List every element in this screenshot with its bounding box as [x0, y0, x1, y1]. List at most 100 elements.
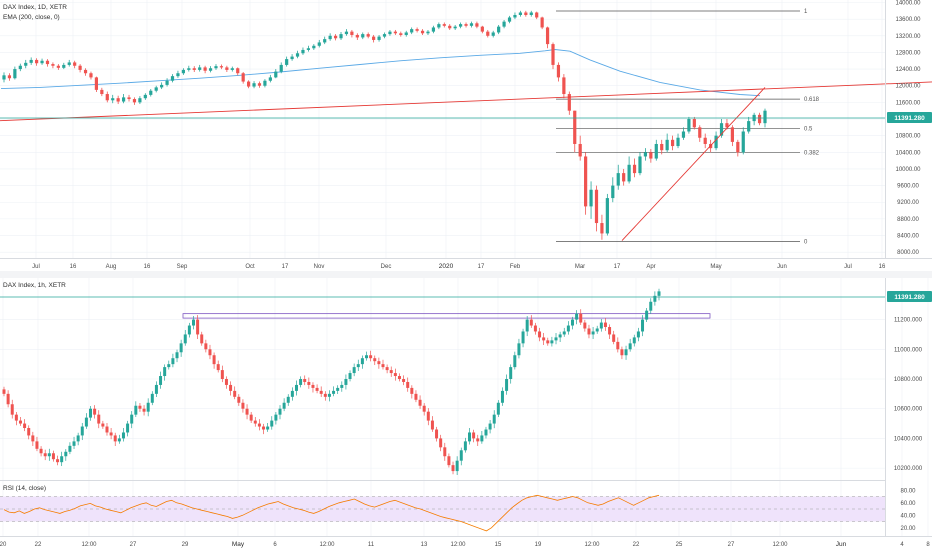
hourly-candle-body	[476, 438, 480, 442]
hourly-candle-body	[93, 408, 97, 415]
hourly-candle	[612, 330, 616, 345]
hourly-candle	[406, 377, 410, 392]
hourly-candle-body	[546, 340, 550, 344]
hourly-candle	[303, 375, 307, 386]
daily-candle	[7, 73, 12, 81]
hourly-candle	[200, 331, 204, 346]
hourly-candle-body	[282, 402, 286, 409]
hourly-candle-body	[167, 364, 171, 368]
hourly-candle	[323, 391, 327, 401]
rsi-line	[3, 494, 660, 532]
hourly-candle	[191, 316, 195, 330]
hourly-candle-body	[27, 428, 31, 436]
daily-candle	[741, 127, 745, 155]
daily-candle-body	[306, 48, 310, 50]
daily-candle	[529, 10, 533, 17]
daily-candle-body	[622, 173, 626, 182]
hourly-candle-body	[113, 435, 117, 442]
daily-candle	[600, 214, 604, 240]
daily-ema-legend[interactable]: EMA (200, close, 0)	[3, 14, 60, 21]
hourly-candle-body	[134, 405, 138, 415]
daily-candle-body	[339, 34, 343, 39]
fibonacci-retracement[interactable]: 1 0.618 0.5 0.382 0	[556, 9, 820, 246]
daily-candle-body	[230, 68, 234, 70]
hourly-candle	[529, 315, 533, 328]
hourly-chart-pane[interactable]: DAX Index, 1h, XETR 11200.000 11000.000 10…	[0, 278, 932, 536]
daily-candle	[268, 74, 272, 83]
long-term-trendline[interactable]	[0, 81, 932, 122]
resistance-zone-rectangle[interactable]	[182, 313, 711, 319]
hourly-candle	[167, 360, 171, 370]
hourly-last-price-tag	[887, 291, 932, 302]
hourly-candle	[101, 420, 105, 429]
hourly-candle	[183, 329, 187, 346]
hourly-time-tick: 11	[368, 542, 375, 548]
hourly-candle	[624, 345, 628, 360]
hourly-candle	[641, 315, 645, 337]
daily-candle	[594, 185, 599, 232]
daily-candle	[18, 63, 22, 72]
daily-candle-body	[692, 119, 696, 128]
hourly-price-axis[interactable]: 11200.000 11000.000 10800.000 10600.000 1040…	[894, 318, 923, 473]
hourly-time-axis[interactable]: 20 22 12:00 27 29 May 6 12:00 11 13 12:00 15 19 12:00…	[0, 541, 930, 548]
daily-candle	[578, 135, 582, 161]
daily-candle	[29, 57, 33, 65]
hourly-candle	[47, 448, 51, 461]
hourly-candle-body	[175, 352, 179, 359]
pane-separator[interactable]	[0, 271, 932, 278]
daily-last-price-tag	[887, 112, 932, 123]
hourly-candle-body	[179, 343, 183, 353]
daily-candle	[388, 29, 392, 36]
hourly-time-tick: 22	[35, 542, 42, 548]
daily-time-tick: Mar	[575, 264, 585, 270]
hourly-candle	[480, 430, 484, 444]
hourly-candle	[113, 432, 117, 446]
daily-time-tick: Jul	[844, 264, 852, 270]
hourly-candle	[542, 332, 546, 345]
daily-candle	[252, 81, 256, 89]
daily-candle	[111, 94, 115, 104]
daily-candle	[535, 11, 539, 20]
rising-support-line[interactable]	[621, 87, 766, 241]
rsi-title[interactable]: RSI (14, close)	[3, 485, 46, 492]
rsi-axis[interactable]: 80.00 60.00 40.00 20.00	[900, 488, 916, 532]
daily-chart-pane[interactable]: 1 0.618 0.5 0.382 0 DAX Index, 1D, XETR EMA …	[0, 0, 932, 270]
hourly-candle	[468, 428, 472, 445]
daily-candle	[719, 119, 724, 138]
hourly-candle	[381, 359, 385, 370]
hourly-candle	[488, 419, 492, 434]
hourly-candle-body	[208, 349, 212, 356]
hourly-candle	[402, 375, 406, 386]
daily-candle-body	[660, 143, 664, 151]
daily-price-axis[interactable]: 14000.00 13600.00 13200.00 12800.00 12400.00…	[895, 0, 921, 256]
daily-time-axis[interactable]: Jul 16 Aug 16 Sep Oct 17 Nov Dec 2020 17 Feb Mar 17 Ap…	[32, 263, 886, 270]
daily-candle-body	[464, 24, 468, 26]
hourly-candle	[23, 419, 27, 432]
hourly-candle	[204, 339, 208, 353]
daily-candle	[437, 22, 441, 30]
daily-candle-body	[111, 98, 115, 101]
hourly-candle	[286, 394, 290, 406]
daily-candle	[344, 29, 349, 36]
hourly-candle-body	[249, 414, 253, 421]
hourly-candle	[476, 434, 480, 446]
hourly-candle-body	[492, 414, 496, 424]
daily-time-tick: Aug	[106, 264, 117, 270]
daily-candle	[73, 60, 77, 69]
daily-candle-body	[567, 94, 571, 111]
hourly-candle-body	[562, 331, 566, 335]
hourly-candle	[212, 352, 216, 369]
daily-candle	[736, 139, 740, 157]
hourly-chart-title: DAX Index, 1h, XETR	[3, 282, 66, 289]
daily-candle-body	[676, 137, 680, 147]
hourly-candle	[109, 428, 113, 440]
daily-candle	[241, 71, 245, 84]
hourly-candle	[472, 429, 476, 443]
rsi-pane[interactable]: RSI (14, close) 80.00 60.00 40.00 20.00	[0, 485, 916, 532]
daily-trendlines[interactable]	[0, 81, 932, 241]
daily-candle-body	[165, 80, 169, 85]
hourly-candle	[249, 411, 253, 423]
hourly-candle	[93, 405, 97, 419]
